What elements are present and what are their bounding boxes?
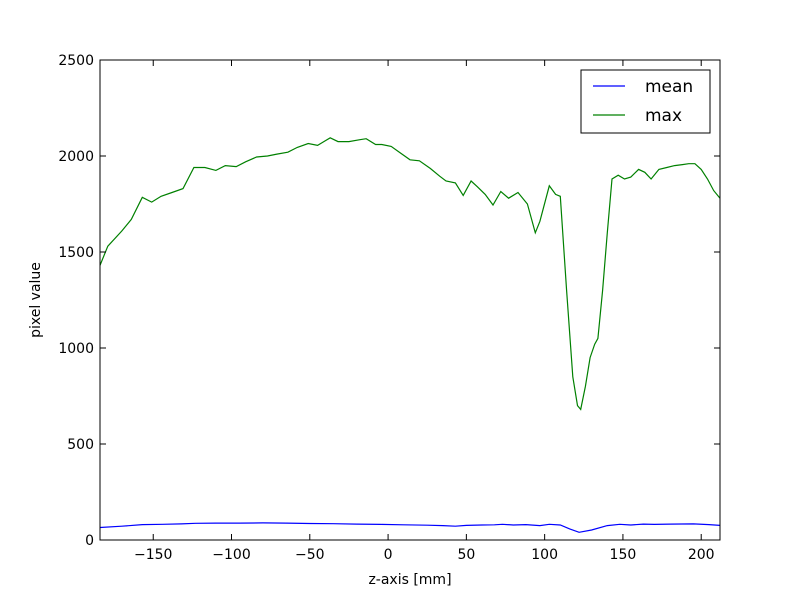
y-tick-label: 2000 (58, 149, 94, 165)
x-tick-label: 50 (457, 547, 475, 563)
legend-label-max: max (645, 106, 682, 126)
y-axis-label: pixel value (28, 262, 44, 338)
y-tick-label: 2500 (58, 53, 94, 69)
x-tick-label: −50 (295, 547, 325, 563)
legend: mean max (580, 69, 711, 134)
x-tick-label: 100 (531, 547, 558, 563)
x-tick-label: 0 (384, 547, 393, 563)
series-layer (99, 137, 721, 533)
y-tick-label: 500 (67, 437, 94, 453)
x-tick-label: 200 (688, 547, 715, 563)
series-line-mean (99, 522, 721, 533)
x-tick-label: 150 (610, 547, 637, 563)
y-tick-label: 1500 (58, 245, 94, 261)
x-tick-label: −150 (134, 547, 172, 563)
y-tick-label: 1000 (58, 341, 94, 357)
x-axis-label: z-axis [mm] (368, 572, 451, 588)
series-line-max (99, 137, 721, 411)
y-tick-label: 0 (85, 533, 94, 549)
legend-label-mean: mean (645, 77, 693, 97)
plot-frame (99, 59, 721, 541)
tick-layer: −150 −100 −50 0 50 100 150 20005001000150020002… (58, 53, 720, 563)
legend-box (580, 69, 711, 134)
x-tick-label: −100 (212, 547, 250, 563)
